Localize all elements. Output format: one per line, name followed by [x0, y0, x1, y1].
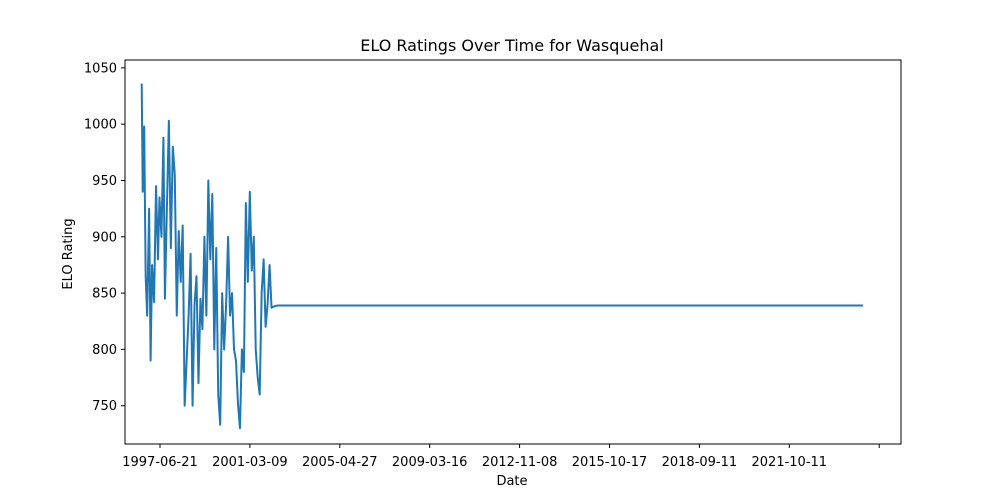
- y-tick-label: 1000: [84, 118, 117, 133]
- x-tick-label: 1997-06-21: [122, 455, 198, 470]
- x-tick-label: 2012-11-08: [482, 455, 558, 470]
- x-tick-label: 2015-10-17: [572, 455, 648, 470]
- y-tick-label: 950: [92, 174, 117, 189]
- x-axis-label: Date: [496, 474, 527, 489]
- x-tick-label: 2021-10-11: [752, 455, 828, 470]
- y-axis: 750 800 850 900 950 1000 1050: [84, 61, 125, 414]
- x-axis: 1997-06-21 2001-03-09 2005-04-27 2009-03-16…: [122, 444, 880, 470]
- y-tick-label: 900: [92, 230, 117, 245]
- y-tick-label: 750: [92, 399, 117, 414]
- x-tick-label: 2005-04-27: [302, 455, 378, 470]
- x-tick-label: 2009-03-16: [392, 455, 468, 470]
- x-tick-label: 2001-03-09: [212, 455, 288, 470]
- y-tick-label: 1050: [84, 61, 117, 76]
- plot-area: [140, 83, 863, 430]
- chart-title: ELO Ratings Over Time for Wasquehal: [360, 36, 664, 55]
- y-axis-label: ELO Rating: [61, 218, 76, 289]
- x-tick-label: 2018-09-11: [662, 455, 738, 470]
- plot-frame: [124, 59, 902, 445]
- series-line-0: [140, 83, 863, 430]
- y-tick-label: 850: [92, 287, 117, 302]
- y-tick-label: 800: [92, 343, 117, 358]
